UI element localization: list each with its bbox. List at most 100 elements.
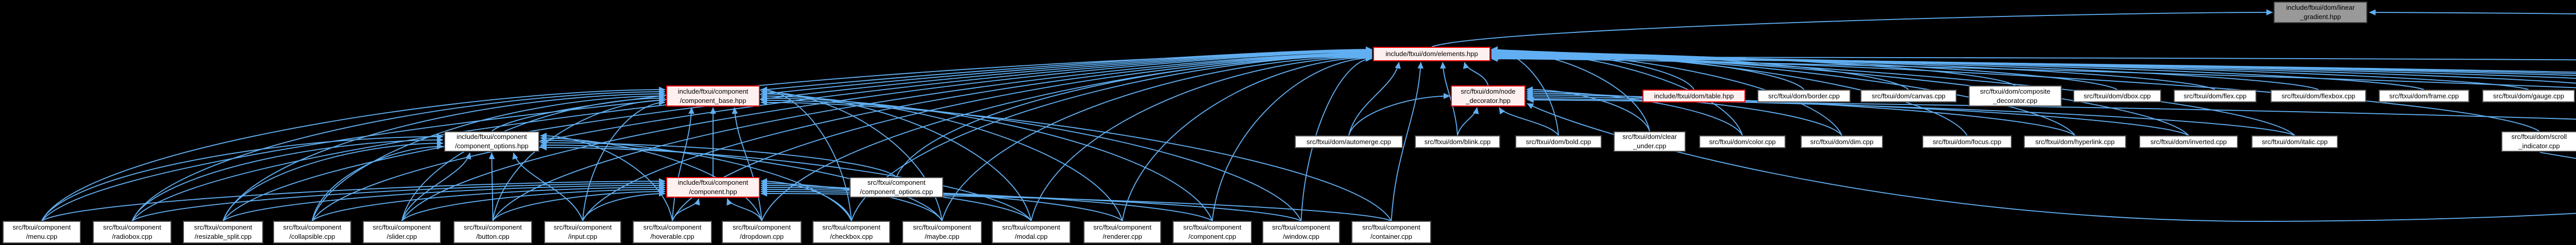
include-edge-dropdown-cpp-to-component-options-hpp bbox=[540, 135, 762, 221]
include-edge-button-cpp-to-component-hpp bbox=[492, 188, 666, 221]
node-resizable-split-cpp[interactable]: src/ftxui/component /resizable_split.cpp bbox=[183, 221, 263, 243]
node-component-options-cpp[interactable]: src/ftxui/component /component_options.c… bbox=[850, 177, 943, 198]
include-edge-component-options-cpp-to-component-options-hpp bbox=[540, 139, 897, 178]
node-container-cpp[interactable]: src/ftxui/component /container.cpp bbox=[1351, 221, 1431, 243]
node-menu-cpp[interactable]: src/ftxui/component /menu.cpp bbox=[3, 221, 81, 243]
include-edge-button-cpp-to-component-base-hpp bbox=[492, 97, 666, 221]
include-edge-node-decorator-hpp-to-elements-hpp bbox=[1463, 62, 1489, 86]
include-edge-italic-cpp-to-node-decorator-hpp bbox=[1526, 96, 2295, 136]
node-input-cpp[interactable]: src/ftxui/component /input.cpp bbox=[544, 221, 621, 243]
include-edge-blink-cpp-to-node-decorator-hpp bbox=[1457, 107, 1479, 136]
node-composite-decorator-cpp[interactable]: src/ftxui/dom/composite _decorator.cpp bbox=[1969, 85, 2062, 107]
include-edge-elements-hpp-to-linear-gradient-hpp bbox=[1431, 9, 2273, 47]
include-edge-hoverable-cpp-to-component-options-hpp bbox=[540, 132, 673, 221]
node-italic-cpp[interactable]: src/ftxui/dom/italic.cpp bbox=[2251, 135, 2338, 148]
node-window-cpp[interactable]: src/ftxui/component /window.cpp bbox=[1262, 221, 1340, 243]
include-edge-menu-cpp-to-component-options-hpp bbox=[41, 133, 444, 221]
include-edge-input-cpp-to-component-hpp bbox=[582, 190, 666, 221]
node-component-base-hpp[interactable]: include/ftxui/component /component_base.… bbox=[666, 85, 760, 107]
node-elements-hpp[interactable]: include/ftxui/dom/elements.hpp bbox=[1373, 47, 1490, 61]
include-edge-menu-cpp-to-component-hpp bbox=[41, 178, 666, 221]
include-edge-input-cpp-to-component-options-hpp bbox=[512, 152, 583, 221]
include-edge-menu-cpp-to-component-base-hpp bbox=[41, 86, 666, 221]
include-edge-slider-cpp-to-component-hpp bbox=[401, 186, 666, 221]
node-button-cpp[interactable]: src/ftxui/component /button.cpp bbox=[453, 221, 532, 243]
node-blink-cpp[interactable]: src/ftxui/dom/blink.cpp bbox=[1415, 135, 1500, 148]
node-hoverable-cpp[interactable]: src/ftxui/component /hoverable.cpp bbox=[633, 221, 712, 243]
include-edge-scroll-indicator-cpp-to-elements-hpp bbox=[1491, 52, 2540, 132]
include-edge-renderer-cpp-to-elements-hpp bbox=[1122, 54, 1372, 221]
include-edge-automerge-cpp-to-elements-hpp bbox=[1348, 62, 1401, 136]
include-edge-modal-cpp-to-component-options-hpp bbox=[540, 144, 1032, 221]
node-dbox-cpp[interactable]: src/ftxui/dom/dbox.cpp bbox=[2073, 90, 2161, 102]
node-renderer-cpp[interactable]: src/ftxui/component /renderer.cpp bbox=[1083, 221, 1161, 243]
include-edge-automerge-cpp-to-node-decorator-hpp bbox=[1348, 93, 1450, 136]
include-edge-modal-cpp-to-elements-hpp bbox=[1030, 54, 1372, 221]
include-edge-slider-cpp-to-component-options-hpp bbox=[401, 152, 471, 221]
include-edge-linear-gradient-cpp-to-elements-hpp bbox=[1491, 56, 2576, 89]
include-edge-dim-cpp-to-node-decorator-hpp bbox=[1526, 90, 1842, 136]
node-dim-cpp[interactable]: src/ftxui/dom/dim.cpp bbox=[1801, 135, 1883, 148]
node-table-hpp[interactable]: include/ftxui/dom/table.hpp bbox=[1642, 90, 1745, 102]
include-edge-dropdown-cpp-to-component-hpp bbox=[726, 198, 762, 221]
include-edge-hoverable-cpp-to-component-base-hpp bbox=[672, 107, 694, 221]
include-edge-component-cpp-to-component-base-hpp bbox=[760, 95, 1213, 221]
node-node-decorator-hpp[interactable]: src/ftxui/dom/node _decorator.hpp bbox=[1451, 85, 1526, 107]
include-edge-component-cpp-to-elements-hpp bbox=[1212, 55, 1372, 221]
node-modal-cpp[interactable]: src/ftxui/component /modal.cpp bbox=[992, 221, 1071, 243]
include-edge-checkbox-cpp-to-component-hpp bbox=[760, 178, 852, 221]
node-flex-cpp[interactable]: src/ftxui/dom/flex.cpp bbox=[2174, 90, 2257, 102]
include-edge-container-cpp-to-component-base-hpp bbox=[760, 99, 1392, 221]
include-edge-resizable-split-cpp-to-component-base-hpp bbox=[223, 91, 666, 221]
include-edge-window-cpp-to-elements-hpp bbox=[1300, 56, 1372, 221]
node-bold-cpp[interactable]: src/ftxui/dom/bold.cpp bbox=[1515, 135, 1602, 148]
node-border-cpp[interactable]: src/ftxui/dom/border.cpp bbox=[1757, 90, 1851, 102]
node-gauge-cpp[interactable]: src/ftxui/dom/gauge.cpp bbox=[2482, 90, 2575, 102]
include-edge-renderer-cpp-to-component-base-hpp bbox=[760, 93, 1123, 221]
include-edge-maybe-cpp-to-elements-hpp bbox=[941, 53, 1372, 221]
node-slider-cpp[interactable]: src/ftxui/component /slider.cpp bbox=[363, 221, 441, 243]
node-scroll-indicator-cpp[interactable]: src/ftxui/dom/scroll _indicator.cpp bbox=[2501, 131, 2576, 152]
node-maybe-cpp[interactable]: src/ftxui/component /maybe.cpp bbox=[902, 221, 982, 243]
include-edge-color-cpp-to-node-decorator-hpp bbox=[1526, 88, 1743, 136]
node-automerge-cpp[interactable]: src/ftxui/dom/automerge.cpp bbox=[1295, 135, 1403, 148]
include-edge-window-cpp-to-component-base-hpp bbox=[760, 97, 1302, 221]
node-focus-cpp[interactable]: src/ftxui/dom/focus.cpp bbox=[1922, 135, 2012, 148]
node-checkbox-cpp[interactable]: src/ftxui/component /checkbox.cpp bbox=[812, 221, 890, 243]
include-edge-resizable-split-cpp-to-component-options-hpp bbox=[223, 140, 444, 221]
include-edge-dropdown-cpp-to-elements-hpp bbox=[761, 51, 1372, 221]
node-color-cpp[interactable]: src/ftxui/dom/color.cpp bbox=[1699, 135, 1786, 148]
node-component-hpp[interactable]: include/ftxui/component /component.hpp bbox=[666, 177, 760, 198]
include-edge-clear-under-cpp-to-node-decorator-hpp bbox=[1526, 86, 1650, 132]
node-inverted-cpp[interactable]: src/ftxui/dom/inverted.cpp bbox=[2139, 135, 2238, 148]
include-edge-hoverable-cpp-to-component-hpp bbox=[672, 198, 700, 221]
include-edge-button-cpp-to-elements-hpp bbox=[492, 49, 1372, 221]
include-edge-maybe-cpp-to-component-options-hpp bbox=[540, 142, 943, 221]
include-edge-modal-cpp-to-component-base-hpp bbox=[760, 91, 1032, 221]
include-edge-radiobox-cpp-to-component-hpp bbox=[131, 180, 666, 221]
node-frame-cpp[interactable]: src/ftxui/dom/frame.cpp bbox=[2379, 90, 2469, 102]
include-edge-checkbox-cpp-to-component-options-hpp bbox=[540, 137, 852, 221]
node-component-cpp[interactable]: src/ftxui/component /component.cpp bbox=[1173, 221, 1252, 243]
include-edge-inverted-cpp-to-elements-hpp bbox=[1491, 50, 2189, 136]
node-clear-under-cpp[interactable]: src/ftxui/dom/clear _under.cpp bbox=[1614, 131, 1686, 152]
include-edge-resizable-split-cpp-to-component-hpp bbox=[223, 182, 666, 221]
node-linear-gradient-hpp[interactable]: include/ftxui/dom/linear _gradient.hpp bbox=[2274, 2, 2367, 23]
include-edge-container-cpp-to-elements-hpp bbox=[1391, 62, 1424, 221]
node-radiobox-cpp[interactable]: src/ftxui/component /radiobox.cpp bbox=[93, 221, 172, 243]
include-edge-dbox-cpp-to-elements-hpp bbox=[1491, 50, 2117, 90]
include-edge-selection-style-cpp-to-elements-hpp bbox=[1492, 54, 2576, 61]
node-collapsible-cpp[interactable]: src/ftxui/component /collapsible.cpp bbox=[273, 221, 351, 243]
include-edge-scroll-indicator-cpp-to-node-decorator-hpp bbox=[1527, 97, 2576, 159]
node-component-options-hpp[interactable]: include/ftxui/component /component_optio… bbox=[444, 131, 539, 152]
node-flexbox-cpp[interactable]: src/ftxui/dom/flexbox.cpp bbox=[2270, 90, 2366, 102]
include-edge-radiobox-cpp-to-component-base-hpp bbox=[131, 89, 666, 221]
node-canvas-cpp[interactable]: src/ftxui/dom/canvas.cpp bbox=[1860, 90, 1957, 102]
include-edge-bold-cpp-to-node-decorator-hpp bbox=[1499, 107, 1559, 136]
node-dropdown-cpp[interactable]: src/ftxui/component /dropdown.cpp bbox=[722, 221, 802, 243]
include-edge-collapsible-cpp-to-component-base-hpp bbox=[312, 93, 666, 221]
node-hyperlink-cpp[interactable]: src/ftxui/dom/hyperlink.cpp bbox=[2024, 135, 2126, 148]
include-edge-inverted-cpp-to-node-decorator-hpp bbox=[1526, 94, 2189, 136]
